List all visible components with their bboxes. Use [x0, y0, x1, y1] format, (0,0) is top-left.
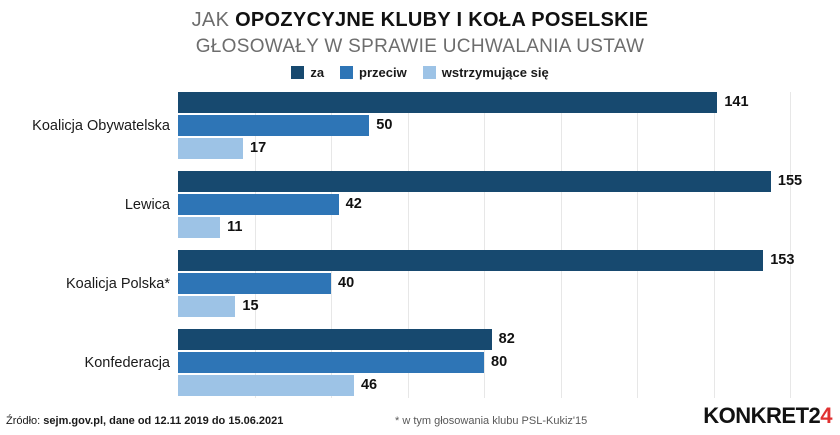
- category-label: Koalicja Polska*: [66, 276, 170, 293]
- category-label: Lewica: [124, 197, 170, 214]
- bar-row: 42: [178, 193, 840, 215]
- bar-group: Koalicja Polska* 153 40 15: [0, 249, 840, 319]
- source-note: Źródło: sejm.gov.pl, dane od 12.11 2019 …: [6, 415, 283, 427]
- bar-group: Konfederacja 82 80 46: [0, 328, 840, 398]
- legend: za przeciw wstrzymujące się: [0, 65, 840, 80]
- bar-stack: 82 80 46: [178, 328, 840, 398]
- bar-value: 141: [724, 94, 749, 111]
- legend-item-wstrzymujące-się: wstrzymujące się: [422, 64, 549, 80]
- legend-label: przeciw: [359, 64, 407, 80]
- bar-row: 46: [178, 374, 840, 396]
- bar-row: 15: [178, 295, 840, 317]
- bar-za: [178, 91, 718, 113]
- bar-value: 46: [360, 377, 378, 394]
- bar-przeciw: [178, 351, 484, 373]
- bar-row: 80: [178, 351, 840, 373]
- bar-przeciw: [178, 193, 339, 215]
- legend-item-przeciw: przeciw: [340, 65, 407, 80]
- category-label: Koalicja Obywatelska: [32, 118, 170, 135]
- bar-wstrzymujące-się: [178, 374, 354, 396]
- chart: Koalicja Obywatelska 141 50 17 Lewica 155 42 11…: [0, 91, 840, 398]
- bar-value: 82: [498, 331, 515, 348]
- title-prefix: JAK: [191, 9, 236, 31]
- bar-za: [178, 170, 771, 192]
- konkret24-logo: KONKRET24: [703, 403, 832, 429]
- bar-row: 155: [178, 170, 840, 192]
- bar-group: Koalicja Obywatelska 141 50 17: [0, 91, 840, 161]
- bar-value: 50: [376, 117, 393, 134]
- legend-label: za: [310, 64, 325, 80]
- bar-value: 155: [777, 173, 803, 190]
- bar-value: 15: [242, 298, 259, 315]
- bar-za: [178, 249, 764, 271]
- bar-stack: 141 50 17: [178, 91, 840, 161]
- bar-stack: 153 40 15: [178, 249, 840, 319]
- bar-row: 50: [178, 114, 840, 136]
- bar-group: Lewica 155 42 11: [0, 170, 840, 240]
- logo-main: KONKRET2: [703, 403, 821, 428]
- footer: Źródło: sejm.gov.pl, dane od 12.11 2019 …: [0, 403, 840, 429]
- source-text: sejm.gov.pl, dane od 12.11 2019 do 15.06…: [43, 415, 284, 427]
- plot-area: Koalicja Obywatelska 141 50 17 Lewica 155 42 11…: [0, 91, 840, 398]
- chart-title: JAK OPOZYCYJNE KLUBY I KOŁA POSELSKIE GŁ…: [0, 0, 840, 59]
- legend-label: wstrzymujące się: [441, 64, 549, 80]
- title-bold: OPOZYCYJNE KLUBY I KOŁA POSELSKIE: [235, 9, 649, 31]
- bar-value: 80: [491, 354, 508, 371]
- category-label: Konfederacja: [84, 355, 170, 372]
- bar-value: 40: [338, 275, 355, 292]
- source-prefix: Źródło:: [6, 415, 44, 427]
- title-line-1: JAK OPOZYCYJNE KLUBY I KOŁA POSELSKIE: [0, 8, 840, 33]
- title-line-2: GŁOSOWAŁY W SPRAWIE UCHWALANIA USTAW: [195, 36, 645, 57]
- bar-row: 17: [178, 137, 840, 159]
- bar-wstrzymujące-się: [178, 216, 221, 238]
- bar-row: 141: [178, 91, 840, 113]
- bar-przeciw: [178, 114, 370, 136]
- bar-za: [178, 328, 492, 350]
- bar-row: 40: [178, 272, 840, 294]
- bar-wstrzymujące-się: [178, 137, 244, 159]
- bar-row: 82: [178, 328, 840, 350]
- logo-accent: 4: [820, 403, 832, 428]
- bar-wstrzymujące-się: [178, 295, 236, 317]
- bar-value: 153: [770, 252, 795, 269]
- legend-swatch: [422, 65, 436, 79]
- bar-value: 11: [227, 219, 243, 236]
- bar-stack: 155 42 11: [178, 170, 840, 240]
- bar-row: 153: [178, 249, 840, 271]
- legend-item-za: za: [291, 65, 324, 80]
- footnote: * w tym głosowania klubu PSL-Kukiz'15: [395, 415, 588, 427]
- legend-swatch: [340, 65, 354, 79]
- bar-value: 42: [345, 196, 362, 213]
- bar-przeciw: [178, 272, 331, 294]
- bar-value: 17: [250, 140, 267, 157]
- bar-row: 11: [178, 216, 840, 238]
- legend-swatch: [291, 65, 305, 79]
